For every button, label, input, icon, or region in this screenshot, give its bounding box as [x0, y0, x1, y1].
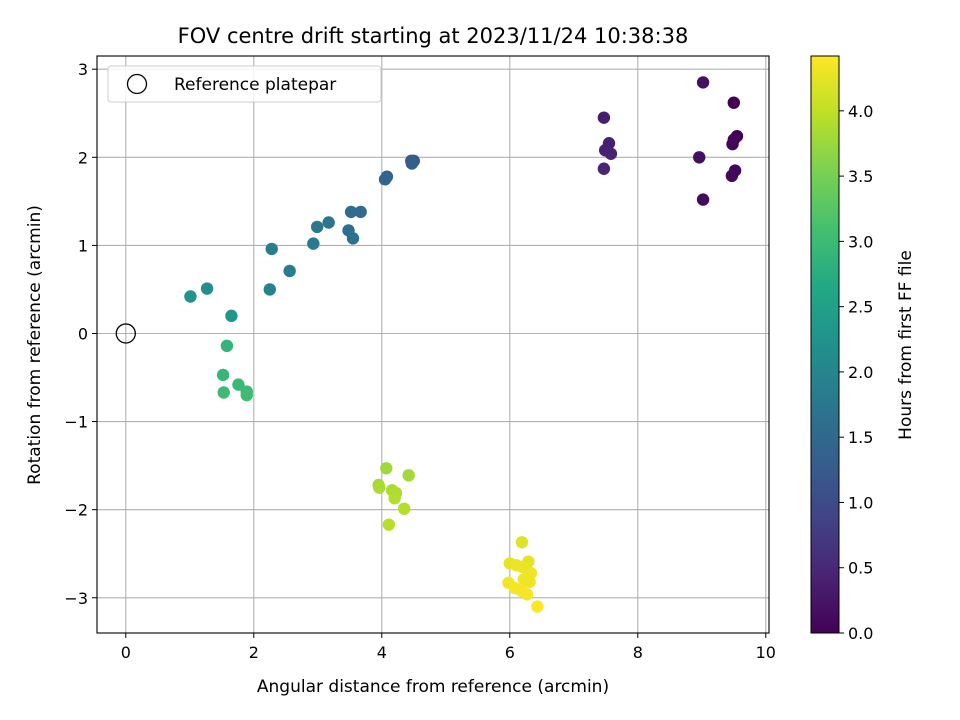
data-point: [398, 502, 411, 515]
data-point: [388, 492, 401, 505]
legend-marker-icon: [126, 73, 148, 95]
data-point: [693, 151, 706, 164]
data-point: [725, 169, 739, 183]
colorbar-tick-label: 3.0: [848, 232, 873, 251]
data-point: [216, 368, 230, 382]
colorbar-label: Hours from first FF file: [896, 250, 916, 440]
data-point: [263, 283, 276, 296]
data-point: [200, 282, 214, 295]
data-point: [531, 600, 544, 613]
data-point: [696, 193, 710, 206]
data-point: [184, 290, 197, 303]
x-tick-label: 6: [505, 643, 515, 662]
y-axis-label: Rotation from reference (arcmin): [25, 205, 45, 485]
data-point: [346, 232, 360, 245]
data-point: [310, 220, 324, 234]
colorbar-tick-label: 4.0: [848, 102, 873, 121]
data-point: [307, 237, 320, 250]
y-axis-ticks: −3 −2 −1 0 1 2 3: [64, 60, 97, 608]
data-point: [378, 173, 392, 186]
data-point: [373, 481, 386, 494]
data-point: [380, 462, 393, 475]
reference-marker: [115, 323, 136, 344]
colorbar-tick-label: 2.0: [848, 363, 873, 382]
data-point: [220, 339, 234, 353]
data-point: [382, 518, 396, 531]
data-point: [217, 386, 230, 399]
colorbar-tick-label: 0.0: [848, 624, 873, 643]
y-tick-label: −2: [64, 501, 88, 520]
y-tick-label: 2: [78, 148, 88, 167]
colorbar-tick-label: 0.5: [848, 559, 873, 578]
y-tick-label: −1: [64, 413, 88, 432]
y-tick-label: 1: [78, 236, 88, 255]
legend-box: [107, 65, 382, 103]
data-point: [515, 536, 529, 549]
data-point: [265, 242, 278, 256]
data-point: [727, 96, 740, 109]
grid-lines: [97, 56, 769, 633]
data-points: [184, 76, 744, 613]
y-tick-label: 3: [78, 60, 88, 79]
x-tick-label: 8: [633, 643, 643, 662]
colorbar-tick-label: 2.5: [848, 298, 873, 317]
colorbar: [810, 55, 840, 634]
colorbar-tick-label: 1.0: [848, 493, 873, 512]
data-point: [405, 157, 419, 170]
chart-title: FOV centre drift starting at 2023/11/24 …: [178, 24, 689, 48]
data-point: [604, 147, 618, 160]
y-tick-label: 0: [78, 324, 88, 343]
x-tick-label: 2: [249, 643, 259, 662]
data-point: [520, 588, 534, 601]
plot-frame: [96, 55, 770, 634]
data-point: [283, 264, 296, 278]
data-point: [696, 76, 710, 89]
x-tick-label: 10: [756, 643, 776, 662]
data-point: [354, 205, 367, 219]
data-point: [597, 111, 611, 124]
data-point: [402, 469, 415, 482]
colorbar-tick-label: 1.5: [848, 428, 873, 447]
x-axis-ticks: 0 2 4 6 8 10: [121, 633, 776, 662]
data-point: [232, 378, 245, 391]
legend: Reference platepar: [107, 65, 382, 103]
colorbar-ticks: 0.0 0.5 1.0 1.5 2.0 2.5 3.0 3.5 4.0: [839, 102, 873, 643]
x-tick-label: 4: [377, 643, 387, 662]
data-point: [344, 205, 358, 219]
colorbar-tick-label: 3.5: [848, 167, 873, 186]
data-point: [523, 575, 536, 589]
legend-label-reference: Reference platepar: [174, 75, 336, 95]
x-axis-label: Angular distance from reference (arcmin): [257, 677, 609, 697]
data-point: [225, 309, 238, 323]
data-point: [240, 388, 253, 402]
data-point: [597, 162, 611, 175]
x-tick-label: 0: [121, 643, 131, 662]
y-tick-label: −3: [64, 589, 88, 608]
data-point: [726, 137, 739, 151]
data-point: [322, 216, 335, 229]
